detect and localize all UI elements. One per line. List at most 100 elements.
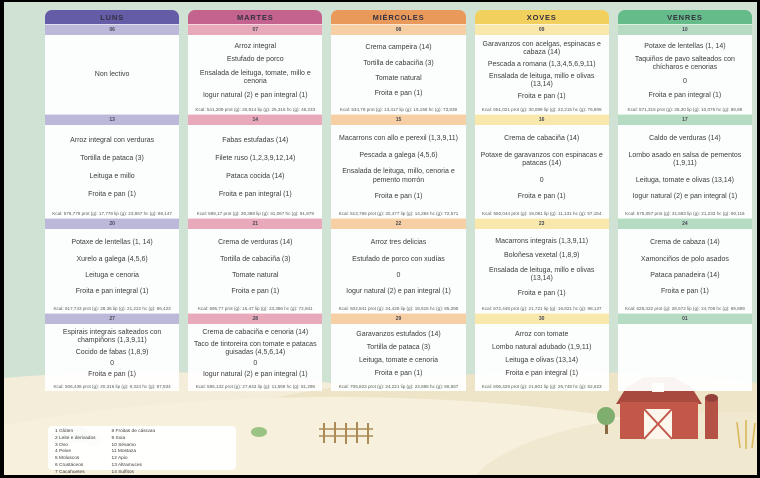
nutrition-line: Kcal: 651,021 prot (g): 30,089 lip (g): … xyxy=(481,106,602,112)
nutrition-line: Kcal: 560,044 prot (g): 19,081 lip (g): … xyxy=(481,210,602,216)
tree-icon xyxy=(597,407,615,434)
menu-card: Potaxe de lentellas (1, 14) Xurelo a gale… xyxy=(45,229,180,313)
menu-card xyxy=(617,324,752,391)
menu-item: 0 xyxy=(682,78,687,86)
menu-items: Non lectivo xyxy=(48,37,176,113)
nutrition-line: Kcal: 617,743 prot (g): 28,36 lip (g): 2… xyxy=(53,305,171,311)
nutrition-line: Kcal: 541,209 prot (g): 26,914 lip (g): … xyxy=(195,106,316,112)
menu-item: Froita e pan (1) xyxy=(374,369,423,377)
menu-item: Xurelo a galega (4,5,6) xyxy=(76,255,148,263)
day-header: LUNS xyxy=(45,10,180,24)
menu-calendar: LUNS 06 Non lectivo 13 Arroz integral con ve… xyxy=(45,10,752,391)
menu-item: Crema campeira (14) xyxy=(365,44,432,52)
menu-items xyxy=(621,326,749,390)
menu-item: Crema de cabaciña (14) xyxy=(504,135,580,143)
day-column-venres: VENRES 10 Potaxe de lentellas (1, 14) Taqui… xyxy=(617,10,752,391)
menu-item: Tomate natural xyxy=(232,271,279,279)
menu-item: Pataca cocida (14) xyxy=(226,173,285,181)
allergen-item: 10 Sésamo xyxy=(111,442,136,448)
day-header: XOVES xyxy=(474,10,609,24)
allergen-item: 14 Sulfitos xyxy=(111,469,134,475)
date-badge: 16 xyxy=(474,114,609,125)
menu-item: Filete ruso (1,2,3,9,12,14) xyxy=(215,155,296,163)
date-badge: 27 xyxy=(45,313,180,324)
menu-item: Caldo de verduras (14) xyxy=(649,135,721,143)
menu-items: Fabas estufadas (14) Filete ruso (1,2,3,9… xyxy=(191,127,319,210)
allergen-list-1: 1 Glúten 2 Leite e derivados 3 Ovo 4 Peixe 5… xyxy=(55,429,96,475)
menu-item: Potaxe de lentellas (1, 14) xyxy=(71,239,153,247)
menu-item: Tortilla de cabaciña (3) xyxy=(220,255,291,263)
menu-item: Iogur natural (2) e pan integral (1) xyxy=(202,371,308,379)
allergen-item: 9 Soia xyxy=(111,435,126,441)
date-badge: 30 xyxy=(474,313,609,324)
nutrition-line: Kcal: 576,779 prot (g): 17,779 lip (g): … xyxy=(52,210,172,216)
menu-items: Macarrons con allo e perexil (1,3,9,11) P… xyxy=(334,127,462,210)
menu-card: Crema de verduras (14) Tortilla de cabaci… xyxy=(188,229,323,313)
nutrition-line: Kcal: 575,057 prot (g): 31,583 lip (g): … xyxy=(625,210,745,216)
allergen-item: 5 Moluscos xyxy=(55,456,80,462)
date-badge: 07 xyxy=(188,24,323,35)
menu-item: Froita e pan (1) xyxy=(88,191,137,199)
menu-item: Froita e pan (1) xyxy=(517,289,566,297)
menu-item: Arroz integral xyxy=(234,42,277,50)
menu-card: Fabas estufadas (14) Filete ruso (1,2,3,9… xyxy=(188,125,323,218)
menu-item: Pataca panadeira (14) xyxy=(650,271,720,279)
menu-items: Espirais integrais salteados con champiñ… xyxy=(48,326,176,383)
menu-item: Iogur natural (2) e pan integral (1) xyxy=(632,193,738,200)
menu-card: Crema de cabaciña e cenoria (14) Taco de … xyxy=(188,324,323,391)
allergen-item: 3 Ovo xyxy=(55,442,68,448)
menu-card: Garavanzos estufados (14) Tortilla de pat… xyxy=(331,324,466,391)
date-badge: 15 xyxy=(331,114,466,125)
menu-item: Xamonciños de polo asados xyxy=(640,255,729,263)
menu-card: Macarrons con allo e perexil (1,3,9,11) P… xyxy=(331,125,466,218)
menu-item: Fabas estufadas (14) xyxy=(222,137,289,145)
menu-item: Froita e pan (1) xyxy=(517,193,566,200)
menu-item: Froita e pan integral (1) xyxy=(75,288,149,296)
menu-item: Tortilla de pataca (3) xyxy=(366,343,431,351)
menu-item: Macarrons integrais (1,3,9,11) xyxy=(495,237,589,245)
menu-item: Froita e pan (1) xyxy=(660,288,709,296)
allergen-item: 7 Cacahuetes xyxy=(55,469,85,475)
nutrition-line: Kcal: 595,77 prot (g): 15,47 lip (g): 23… xyxy=(197,305,313,311)
menu-item: Potaxe de lentellas (1, 14) xyxy=(644,42,726,50)
menu-items: Macarrons integrais (1,3,9,11) Boloñesa v… xyxy=(478,231,606,305)
menu-item: Leituga e cenoria xyxy=(85,271,139,279)
menu-item: Crema de verduras (14) xyxy=(218,239,293,247)
menu-item: Froita e pan (1) xyxy=(374,90,423,98)
menu-item: 0 xyxy=(539,176,544,184)
menu-item: Froita e pan integral (1) xyxy=(648,91,722,99)
wheat-icon xyxy=(736,420,756,449)
allergen-list-2: 8 Froitas de cáscara 9 Soia 10 Sésamo 11 Mo… xyxy=(111,429,155,475)
menu-item: Froita e pan (1) xyxy=(231,288,280,296)
menu-item: Tortilla de cabaciña (3) xyxy=(363,59,434,67)
nutrition-line: Kcal: 606,429 prot (g): 21,601 lip (g): … xyxy=(481,383,602,389)
menu-item: 0 xyxy=(253,359,258,367)
menu-page: LUNS 06 Non lectivo 13 Arroz integral con ve… xyxy=(4,2,757,475)
menu-item: Leituga e olivas (13,14) xyxy=(505,356,579,364)
menu-item: Potaxe de garavanzos con espinacas e pat… xyxy=(480,151,603,167)
allergen-item: 13 Altramuces xyxy=(111,462,142,468)
menu-card: Arroz integral Estufado de porco Ensalada … xyxy=(188,35,323,114)
menu-item: Boloñesa vexetal (1,8,9) xyxy=(503,252,580,260)
allergen-item: 1 Glúten xyxy=(55,429,74,434)
menu-item: Non lectivo xyxy=(94,70,130,78)
day-header: MIÉRCOLES xyxy=(331,10,466,24)
nutrition-line: Kcal: 506,436 prot (g): 20,316 lip (g): … xyxy=(53,383,171,389)
menu-card: Non lectivo xyxy=(45,35,180,114)
date-badge: 24 xyxy=(617,218,752,229)
menu-item: Lombo natural adubado (1,9,11) xyxy=(491,343,592,351)
nutrition-line: Kcal: 534,79 prot (g): 13,417 lip (g): 1… xyxy=(339,106,458,112)
menu-item: Arroz integral con verduras xyxy=(70,137,155,145)
menu-item: Arroz tres delicias xyxy=(370,239,427,247)
menu-item: Tomate natural xyxy=(375,74,422,82)
menu-item: Taquiños de pavo salteados con chícharos… xyxy=(634,56,735,72)
menu-items: Crema de cabaza (14) Xamonciños de polo a… xyxy=(621,231,749,305)
menu-item: 0 xyxy=(110,359,115,367)
allergen-item: 6 Crustáceos xyxy=(55,462,84,468)
date-badge: 10 xyxy=(617,24,752,35)
menu-item: Froita e pan integral (1) xyxy=(505,369,579,377)
menu-item: Pescada a romana (1,3,4,5,6,9,11) xyxy=(487,61,596,69)
menu-items: Potaxe de lentellas (1, 14) Taquiños de p… xyxy=(621,37,749,106)
farm-illustration xyxy=(4,372,757,475)
menu-item: Ensalada de leituga, millo e olivas (13,… xyxy=(488,73,595,89)
